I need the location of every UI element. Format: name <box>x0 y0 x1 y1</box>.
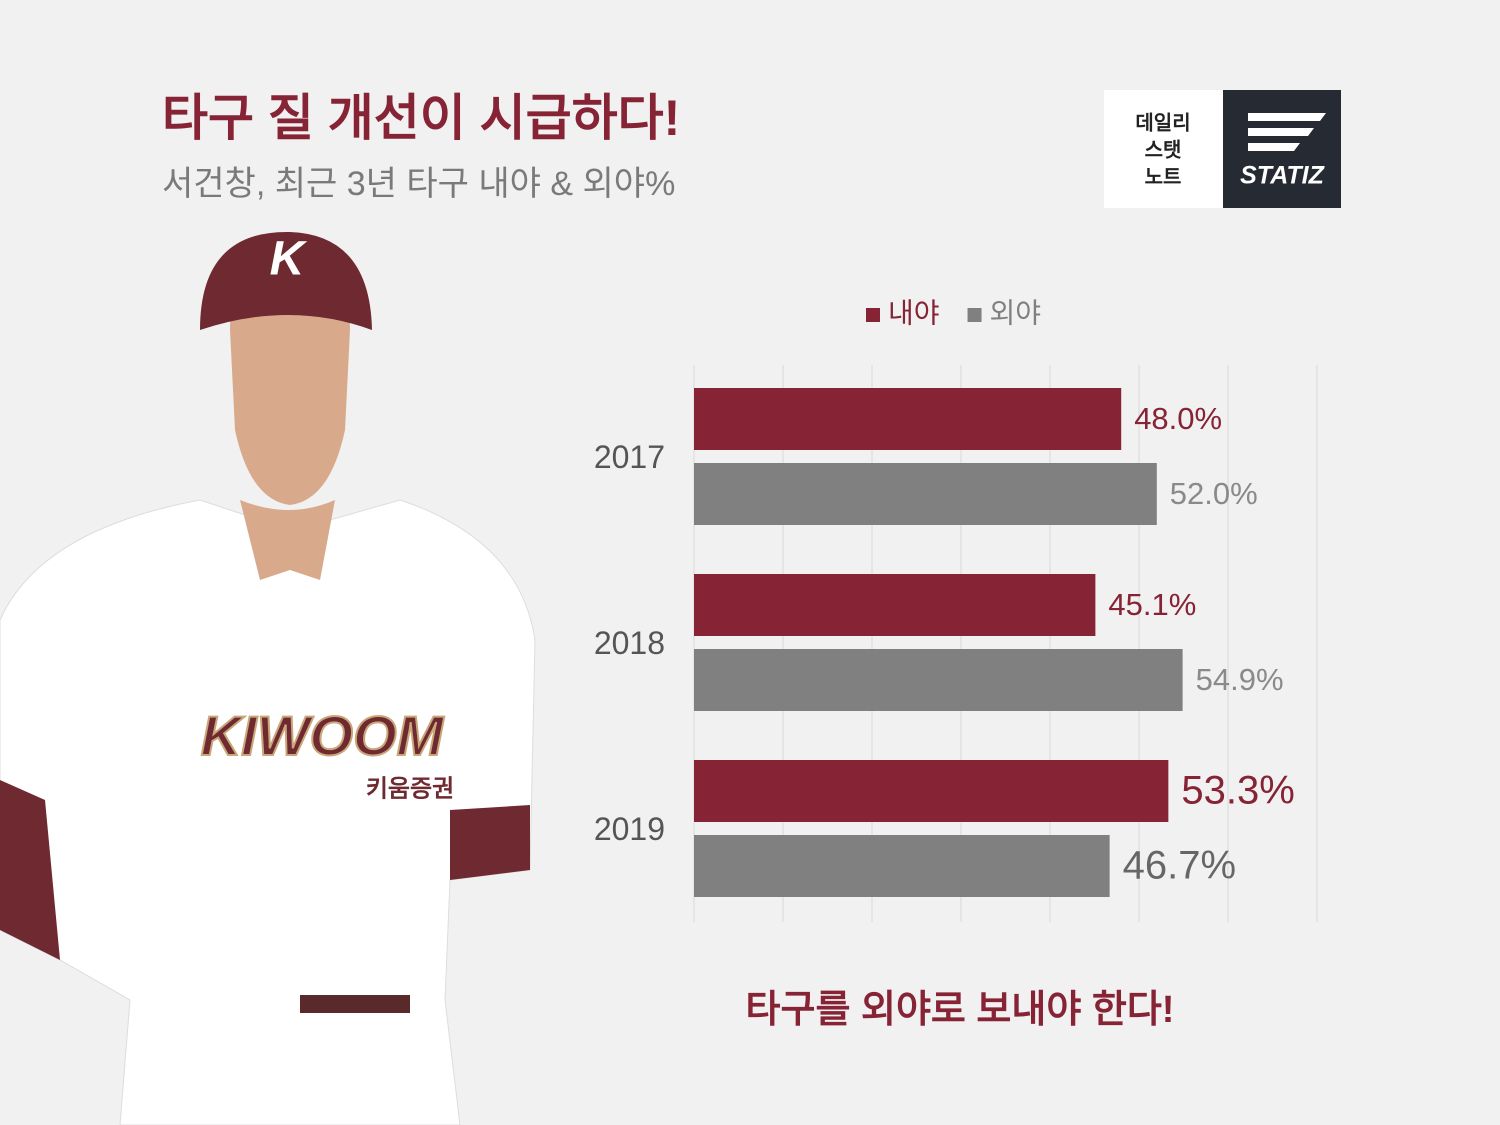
logo-left <box>1104 90 1223 208</box>
belt <box>300 995 410 1013</box>
legend-label: 내야 <box>888 297 940 328</box>
logo-brand: STATIZ <box>1240 162 1326 190</box>
cap-logo: K <box>270 233 308 286</box>
plot: 내야 외야 2017 48.0% 52.0% 2018 45.1% 54.9% 2019 53.3… <box>594 297 1318 922</box>
bar <box>694 760 1169 822</box>
sleeve <box>0 780 530 960</box>
logo: 데일리 스탯 노트 STATIZ <box>1104 90 1341 208</box>
logo-text: 노트 <box>1145 166 1182 188</box>
chart-subtitle: 서건창, 최근 3년 타구 내야 & 외야% <box>162 165 675 203</box>
player-photo: K KIWOOM 키움증권 <box>0 231 536 1125</box>
logo-mark <box>1248 113 1326 151</box>
logo-text: 스탯 <box>1145 138 1182 161</box>
chart-title: 타구 질 개선이 시급하다! <box>162 90 680 146</box>
bar <box>694 649 1183 711</box>
value-label: 46.7% <box>1123 844 1236 888</box>
bar <box>694 574 1096 636</box>
value-label: 52.0% <box>1170 476 1258 511</box>
y-tick-label: 2018 <box>594 625 665 661</box>
bar <box>694 463 1157 525</box>
value-label: 48.0% <box>1134 401 1222 436</box>
y-tick-label: 2019 <box>594 811 665 847</box>
jersey-wordmark: KIWOOM <box>201 704 445 767</box>
bar <box>694 388 1122 450</box>
legend-label: 외야 <box>990 297 1042 328</box>
legend-swatch <box>967 308 982 322</box>
logo-text: 데일리 <box>1135 111 1190 134</box>
cap <box>200 231 372 330</box>
annotation: 타구를 외야로 보내야 한다! <box>746 989 1175 1031</box>
jersey <box>0 499 536 1125</box>
legend-swatch <box>866 308 880 322</box>
value-label: 45.1% <box>1108 587 1196 622</box>
bar <box>694 835 1110 897</box>
neck <box>240 500 335 580</box>
value-label: 53.3% <box>1181 769 1294 813</box>
value-label: 54.9% <box>1196 662 1284 697</box>
jersey-sponsor: 키움증권 <box>366 775 454 802</box>
face <box>230 255 350 505</box>
y-tick-label: 2017 <box>594 439 665 475</box>
